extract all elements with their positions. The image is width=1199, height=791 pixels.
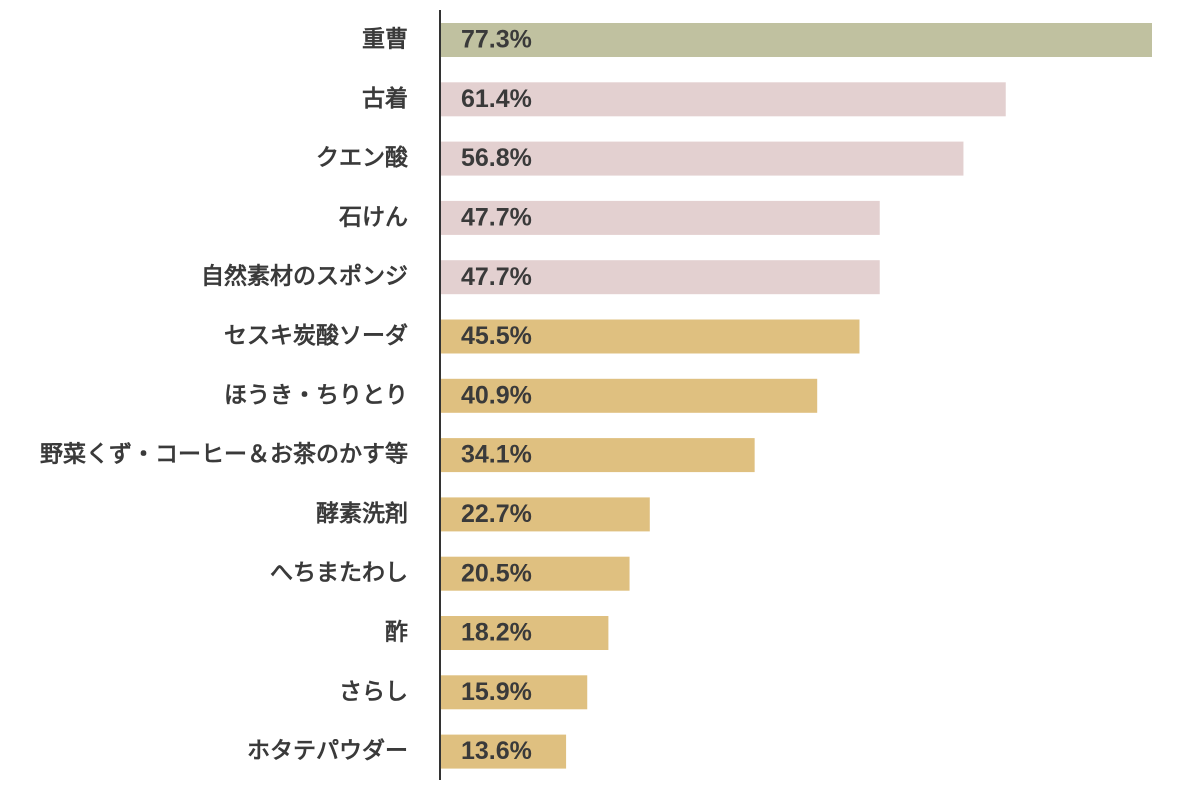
category-label: クエン酸 bbox=[316, 145, 409, 171]
value-label: 45.5% bbox=[461, 322, 532, 350]
value-label: 13.6% bbox=[461, 737, 532, 765]
bar bbox=[441, 23, 1152, 57]
value-label: 20.5% bbox=[461, 559, 532, 587]
value-label: 47.7% bbox=[461, 204, 532, 232]
value-label: 22.7% bbox=[461, 500, 532, 528]
category-label: 酵素洗剤 bbox=[316, 500, 408, 527]
category-label: ホタテパウダー bbox=[247, 737, 408, 764]
bar bbox=[441, 556, 630, 591]
category-label: へちまたわし bbox=[270, 560, 408, 586]
category-label: 石けん bbox=[338, 204, 408, 230]
bar bbox=[441, 734, 567, 769]
bar bbox=[441, 260, 880, 295]
category-label: 重曹 bbox=[362, 27, 408, 53]
category-label: ほうき・ちりとり bbox=[224, 382, 408, 408]
value-label: 15.9% bbox=[461, 678, 532, 706]
value-label: 18.2% bbox=[461, 619, 532, 647]
value-label: 61.4% bbox=[461, 85, 532, 113]
value-label: 77.3% bbox=[461, 26, 532, 54]
bar bbox=[441, 378, 818, 413]
bar bbox=[441, 319, 860, 354]
value-label: 56.8% bbox=[461, 144, 532, 172]
bar bbox=[441, 200, 880, 235]
value-label: 34.1% bbox=[461, 441, 532, 469]
bar bbox=[441, 438, 755, 473]
bar bbox=[441, 141, 964, 176]
category-label: 野菜くず・コーヒー＆お茶のかす等 bbox=[40, 441, 408, 468]
category-label: 古着 bbox=[362, 85, 408, 112]
value-label: 40.9% bbox=[461, 381, 532, 409]
bar bbox=[441, 675, 588, 710]
bar bbox=[441, 497, 650, 532]
category-label: 酢 bbox=[385, 620, 408, 646]
bar bbox=[441, 82, 1006, 117]
category-label: さらし bbox=[339, 679, 408, 705]
category-label: 自然素材のスポンジ bbox=[201, 263, 408, 290]
bar bbox=[441, 616, 609, 650]
value-label: 47.7% bbox=[461, 263, 532, 291]
category-label: セスキ炭酸ソーダ bbox=[224, 322, 408, 349]
